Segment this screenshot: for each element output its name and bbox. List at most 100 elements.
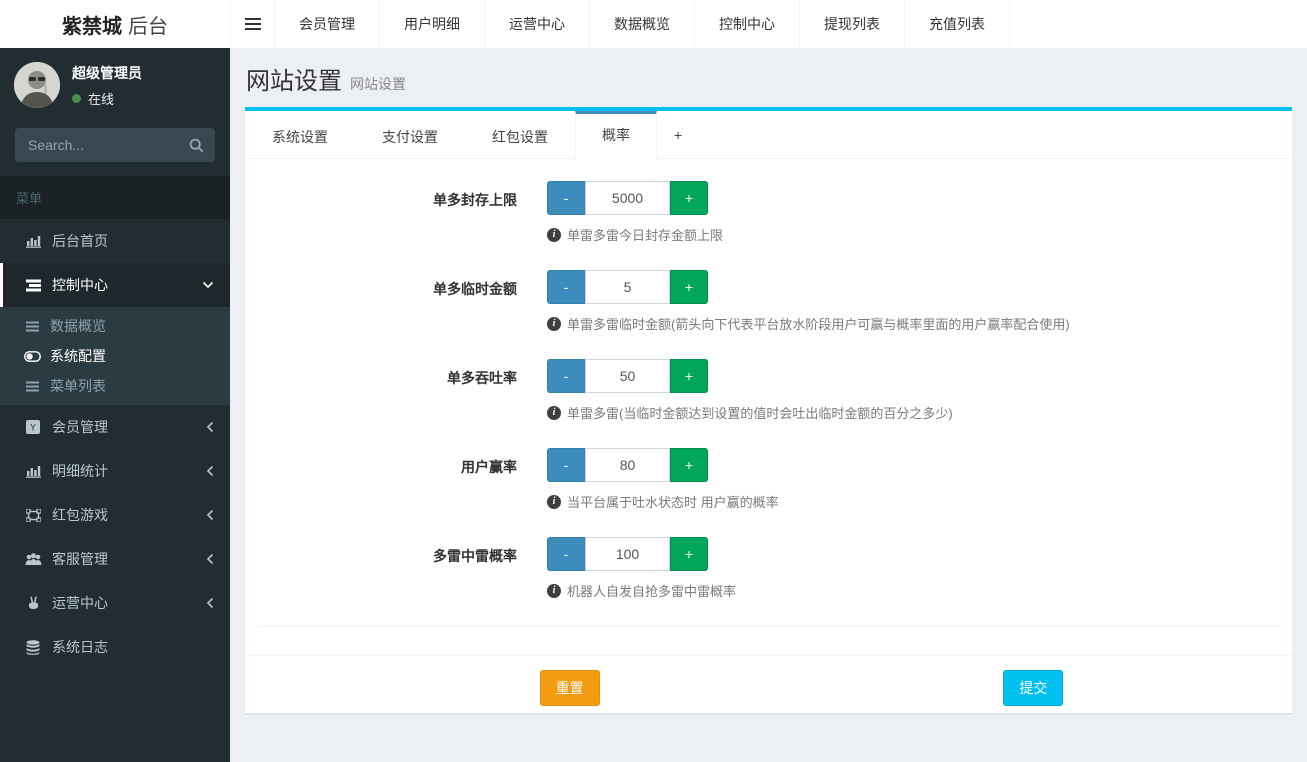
tab-label: 概率 [602,127,630,143]
page-header: 网站设置 网站设置 [230,48,1307,107]
field-help: i 当平台属于吐水状态时 用户赢的概率 [547,492,779,511]
topnav-item-user-detail[interactable]: 用户明细 [380,0,485,48]
sidebar-subitem-label: 菜单列表 [50,378,106,394]
toggle-icon [22,350,42,362]
avatar[interactable] [14,62,60,108]
settings-tabs: 系统设置 支付设置 红包设置 概率 + [245,111,1292,159]
temp-amount-input[interactable] [585,270,670,304]
sidebar-item-label: 明细统计 [52,463,108,479]
field-label: 单多临时金额 [433,281,517,297]
decrement-button[interactable]: - [547,448,585,482]
users-icon [22,552,44,566]
tab-redpacket-settings[interactable]: 红包设置 [465,111,575,159]
sidebar-subitem-label: 数据概览 [50,318,106,334]
form-row-user-win-rate: 用户赢率 - + i 当平台属于吐水状态时 用户赢的概率 [245,448,1292,511]
chevron-left-icon [206,465,214,477]
sidebar-subitem-menu-list[interactable]: 菜单列表 [0,371,230,401]
quantity-stepper: - + [547,537,736,571]
submit-button[interactable]: 提交 [1003,670,1064,706]
decrement-button[interactable]: - [547,270,585,304]
decrement-button[interactable]: - [547,537,585,571]
chevron-left-icon [206,597,214,609]
sidebar-subitem-system-config[interactable]: 系统配置 [0,341,230,371]
sidebar-item-label: 红包游戏 [52,507,108,523]
topnav-item-member-mgmt[interactable]: 会员管理 [275,0,380,48]
info-icon: i [547,405,561,420]
list-icon [22,321,42,332]
tab-payment-settings[interactable]: 支付设置 [355,111,465,159]
info-icon: i [547,583,561,598]
field-label: 多雷中雷概率 [433,548,517,564]
user-status-label: 在线 [88,91,115,107]
brand-logo[interactable]: 紫禁城 后台 [0,0,230,48]
field-help: i 机器人自发自抢多雷中雷概率 [547,581,736,600]
increment-button[interactable]: + [670,448,708,482]
info-icon: i [547,494,561,509]
search-input[interactable] [15,128,215,162]
chevron-left-icon [206,509,214,521]
info-icon: i [547,316,561,331]
increment-button[interactable]: + [670,537,708,571]
form-row-temp-amount: 单多临时金额 - + i 单雷多雷临时金额(箭头向下代表平台放水阶段用户可赢与概… [245,270,1292,333]
sidebar-toggle-button[interactable] [230,0,275,48]
probability-form: 单多封存上限 - + i 单雷多雷今日封存金额上限 [245,159,1292,627]
sidebar-item-redpacket-games[interactable]: 红包游戏 [0,493,230,537]
sidebar-item-label: 控制中心 [52,277,108,293]
settings-panel: 系统设置 支付设置 红包设置 概率 + 单多封存上限 - + [245,107,1292,713]
topnav-item-control-center[interactable]: 控制中心 [695,0,800,48]
search-button[interactable] [181,132,211,158]
decrement-button[interactable]: - [547,359,585,393]
field-label: 用户赢率 [461,459,517,475]
topnav-item-recharge-list[interactable]: 充值列表 [905,0,1010,48]
form-row-seal-limit: 单多封存上限 - + i 单雷多雷今日封存金额上限 [245,181,1292,244]
topnav-item-withdraw-list[interactable]: 提现列表 [800,0,905,48]
info-icon: i [547,227,561,242]
list-icon [22,381,42,392]
reset-button[interactable]: 重置 [539,670,600,706]
chevron-left-icon [206,421,214,433]
topnav-label: 控制中心 [719,16,775,32]
sidebar-submenu-control-center: 数据概览 系统配置 菜单列表 [0,307,230,405]
field-help: i 单雷多雷临时金额(箭头向下代表平台放水阶段用户可赢与概率里面的用户赢率配合使… [547,314,1070,333]
decrement-button[interactable]: - [547,181,585,215]
sidebar-item-member-mgmt[interactable]: Y 会员管理 [0,405,230,449]
sidebar-search [15,128,215,162]
plus-icon: + [674,127,683,143]
user-win-rate-input[interactable] [585,448,670,482]
sidebar-subitem-data-overview[interactable]: 数据概览 [0,311,230,341]
topnav-label: 会员管理 [299,16,355,32]
tab-probability[interactable]: 概率 [575,111,657,159]
tab-add-button[interactable]: + [657,111,699,159]
sidebar-section-label: 菜单 [0,176,230,219]
increment-button[interactable]: + [670,359,708,393]
sidebar-item-system-logs[interactable]: 系统日志 [0,625,230,669]
search-icon [189,138,204,153]
tab-system-settings[interactable]: 系统设置 [245,111,355,159]
tasks-icon [22,279,44,292]
multi-mine-probability-input[interactable] [585,537,670,571]
page-subtitle: 网站设置 [350,76,406,92]
bar-chart-icon [22,464,44,478]
user-info: 超级管理员 在线 [72,63,142,108]
sidebar-item-detail-stats[interactable]: 明细统计 [0,449,230,493]
quantity-stepper: - + [547,181,723,215]
topnav-item-data-overview[interactable]: 数据概览 [590,0,695,48]
field-label: 单多封存上限 [433,192,517,208]
bar-chart-icon [22,234,44,248]
hand-peace-icon [22,596,44,610]
quantity-stepper: - + [547,359,953,393]
sidebar-item-customer-service[interactable]: 客服管理 [0,537,230,581]
tab-label: 红包设置 [492,129,548,145]
sidebar-item-operations[interactable]: 运营中心 [0,581,230,625]
increment-button[interactable]: + [670,270,708,304]
increment-button[interactable]: + [670,181,708,215]
sidebar-item-control-center[interactable]: 控制中心 [0,263,230,307]
seal-limit-input[interactable] [585,181,670,215]
throughput-rate-input[interactable] [585,359,670,393]
field-help-text: 单雷多雷(当临时金额达到设置的值时会吐出临时金额的百分之多少) [567,406,953,421]
sidebar-item-dashboard[interactable]: 后台首页 [0,219,230,263]
top-navbar: 会员管理 用户明细 运营中心 数据概览 控制中心 提现列表 充值列表 [230,0,1307,48]
topnav-item-operations[interactable]: 运营中心 [485,0,590,48]
topnav-label: 运营中心 [509,16,565,32]
